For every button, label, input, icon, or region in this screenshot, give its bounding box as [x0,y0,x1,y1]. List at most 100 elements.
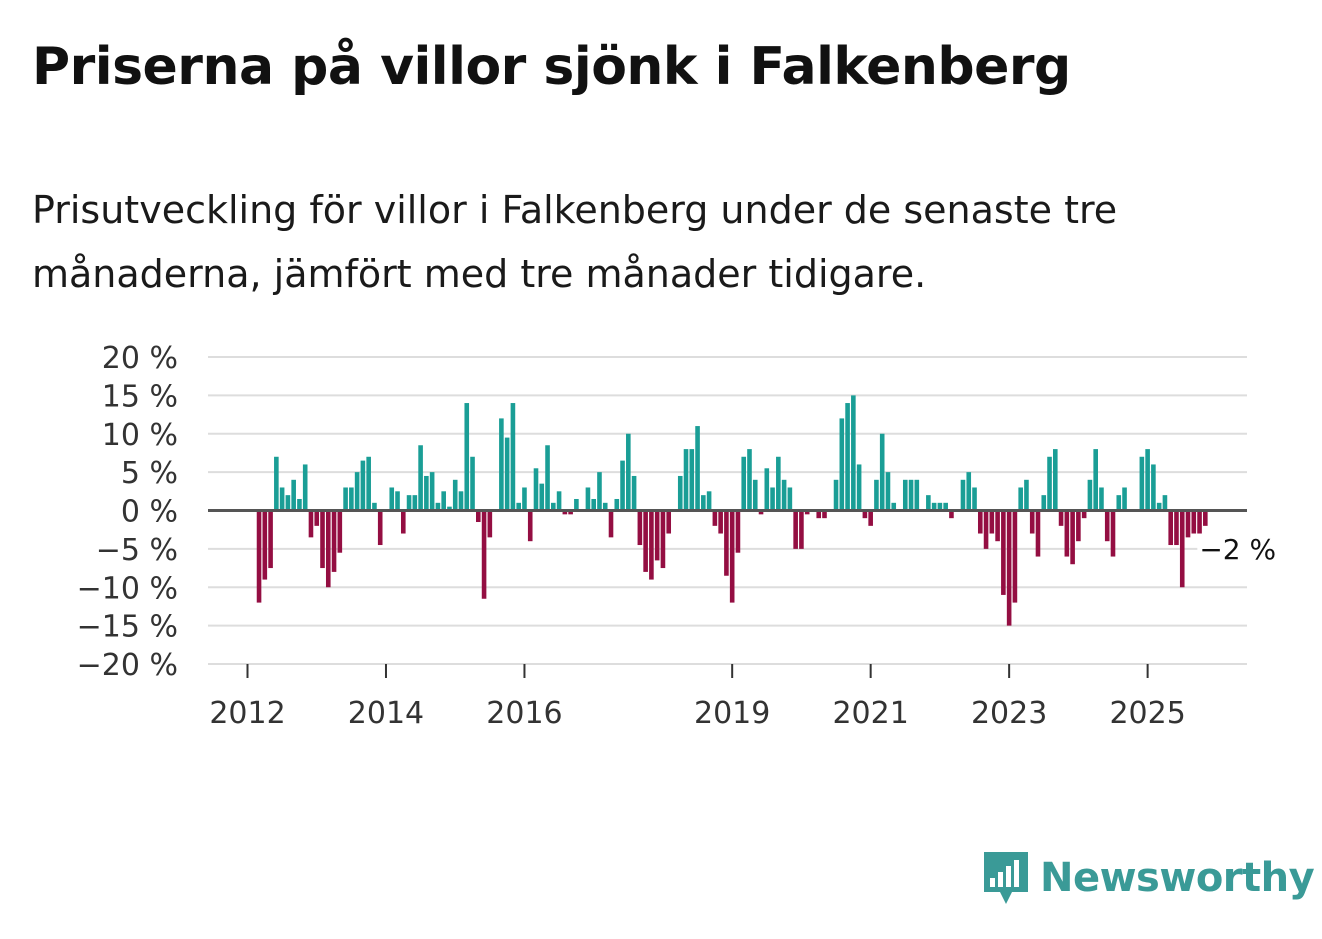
bar [885,472,891,511]
bar [1174,510,1179,546]
bar [637,510,643,546]
bar [418,445,423,511]
bar [343,487,348,511]
bar [354,472,360,511]
bar [1151,464,1156,511]
bar [470,456,475,511]
bar [735,510,741,553]
bar [545,445,550,511]
bar [1041,495,1047,511]
bar [1122,487,1127,511]
bar [631,475,637,511]
bar [914,479,920,511]
bar [591,498,596,511]
bar [943,502,948,511]
bar [1116,495,1122,511]
y-tick-label: −10 % [77,571,178,606]
bar [1081,510,1087,519]
bar [1099,487,1104,511]
bar [741,456,747,511]
bar [874,479,879,511]
bar [302,464,308,511]
bar [400,510,406,534]
bar [562,510,568,515]
bar [349,487,354,511]
bar [389,487,395,511]
y-tick-label: −15 % [77,610,178,645]
bar [285,495,291,511]
bar [781,479,787,511]
bar [902,479,908,511]
bar [556,491,562,511]
bar [452,479,458,511]
price-change-chart: 20 %15 % 10 %5 % 0 %−5 %−10 % −15 %−20 % 20… [77,341,1276,731]
bar [833,479,839,511]
annotation: −2 % [1197,533,1276,567]
bar [539,483,545,511]
bar [908,479,914,511]
bar [1058,510,1064,526]
bar [787,487,793,511]
bar [447,506,452,511]
bar [1093,449,1098,511]
bar [989,510,995,534]
bar [666,510,672,534]
y-tick-label: −20 % [77,648,178,683]
bar [1001,510,1006,595]
bar [1156,502,1162,511]
bar [510,403,516,511]
bar [626,433,631,511]
bar [602,502,608,511]
bar [504,437,510,511]
bar [297,498,302,511]
y-tick-label: 10 % [102,418,178,453]
x-tick-label: 2025 [1109,696,1185,731]
bar [551,502,556,511]
bar [724,510,729,576]
bar [822,510,827,519]
bar [654,510,660,561]
bar [614,498,620,511]
bar [1104,510,1110,542]
x-axis: 2012 2014 2016 2019 2021 2023 2025 [209,664,1186,731]
bars [256,395,1208,626]
bar [966,472,972,511]
bar [868,510,873,526]
bar [695,426,700,511]
brand-name: Newsworthy [1040,855,1315,901]
bar [793,510,798,549]
bar [931,502,937,511]
bar [851,395,856,511]
bar [972,487,977,511]
bar [1191,510,1197,534]
bar [1110,510,1116,557]
bar [689,449,695,511]
page-title: Priserna på villor sjönk i Falkenberg [32,37,1071,97]
bar [308,510,314,538]
bar [487,510,493,538]
bar [256,510,262,603]
bar [527,510,533,542]
bar [568,510,573,515]
bar [1139,456,1145,511]
bar [799,510,804,549]
y-tick-label: −5 % [96,533,178,568]
bar [856,464,862,511]
bar [499,418,504,511]
bar [862,510,868,519]
annotation-label: −2 % [1199,533,1276,566]
bar [1029,510,1035,534]
x-tick-label: 2014 [348,696,424,731]
bar [325,510,331,588]
bar [949,510,954,519]
bar [406,495,412,511]
bar [1012,510,1018,603]
y-tick-label: 15 % [102,379,178,414]
newsworthy-logo[interactable]: Newsworthy [980,848,1315,908]
bar [424,475,429,511]
bar [458,491,464,511]
bar [839,418,845,511]
bar [1203,510,1208,526]
bar [977,510,983,534]
y-axis-labels: 20 %15 % 10 %5 % 0 %−5 %−10 % −15 %−20 % [77,341,178,683]
